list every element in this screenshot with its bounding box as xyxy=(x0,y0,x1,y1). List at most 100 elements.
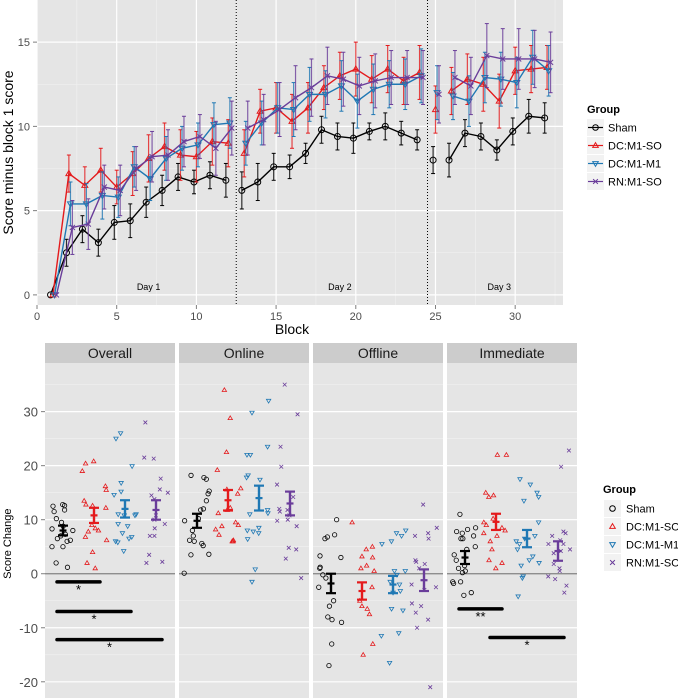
data-point xyxy=(203,476,209,482)
data-point xyxy=(550,533,555,539)
legend-key-marker xyxy=(609,505,616,512)
legend-key-marker xyxy=(591,161,600,168)
y-tick-label: 15 xyxy=(18,37,30,49)
data-point xyxy=(218,523,225,529)
mean-error-bar xyxy=(419,568,429,593)
data-point xyxy=(255,525,262,531)
data-point xyxy=(413,136,421,144)
data-point xyxy=(124,524,131,530)
data-point xyxy=(133,165,140,172)
data-point xyxy=(291,494,296,500)
data-point xyxy=(188,472,194,478)
data-point xyxy=(118,481,125,486)
data-point xyxy=(212,526,219,532)
data-point xyxy=(85,528,92,534)
data-point xyxy=(147,533,153,539)
facet-strip-label: Overall xyxy=(88,345,132,361)
data-point xyxy=(358,565,364,571)
data-point xyxy=(402,528,409,534)
mean-error-bar xyxy=(522,528,532,549)
day-label: Day 3 xyxy=(487,282,511,292)
data-point xyxy=(513,539,520,545)
data-point xyxy=(552,576,558,582)
data-point xyxy=(206,171,214,179)
facet-strip xyxy=(179,343,309,363)
data-point xyxy=(425,531,431,536)
data-point xyxy=(546,574,551,579)
data-point xyxy=(165,152,171,158)
data-point xyxy=(388,74,395,81)
data-point xyxy=(149,153,155,160)
data-point xyxy=(514,547,521,553)
data-point xyxy=(53,560,59,566)
data-point xyxy=(222,176,230,184)
data-point xyxy=(363,562,370,568)
data-point xyxy=(359,553,365,559)
data-point xyxy=(277,509,282,514)
facet-offline: Offline xyxy=(313,343,443,698)
significance-label: * xyxy=(76,582,81,597)
facet-immediate: Immediate xyxy=(447,343,577,698)
data-point xyxy=(420,502,426,507)
legend-label: Sham xyxy=(608,123,637,135)
data-point xyxy=(388,606,395,612)
mean-error-bar xyxy=(553,540,563,562)
data-point xyxy=(531,56,538,62)
data-point xyxy=(455,565,462,571)
y-tick-label: 30 xyxy=(24,405,38,420)
y-tick-label: 20 xyxy=(24,459,38,474)
group-rn-m1-so xyxy=(409,502,439,690)
data-point xyxy=(181,570,187,576)
data-point xyxy=(228,125,235,131)
group-rn-m1-so xyxy=(142,420,170,566)
legend-item-rn-m1-so: RN:M1-SO xyxy=(587,173,662,190)
significance-bracket: * xyxy=(55,637,164,655)
data-point xyxy=(472,525,479,531)
data-point xyxy=(461,592,467,598)
data-point xyxy=(398,534,405,539)
facet-background xyxy=(179,363,309,698)
data-point xyxy=(254,178,262,186)
data-point xyxy=(360,651,367,657)
data-point xyxy=(229,538,236,544)
data-point xyxy=(547,59,554,66)
faceted-scatter-panel: Overall Online Offline Immediate****** -20-… xyxy=(2,343,577,698)
data-point xyxy=(83,501,89,507)
facet-overall: Overall xyxy=(45,343,175,698)
data-point xyxy=(283,556,288,561)
data-point xyxy=(324,72,331,79)
legend-label: RN:M1-SO xyxy=(626,558,678,570)
x-axis-label: Block xyxy=(275,321,310,337)
data-point xyxy=(181,138,187,145)
group-dc-m1-m1 xyxy=(513,477,542,600)
significance-bracket: * xyxy=(55,609,133,627)
group-dc-m1-so xyxy=(212,386,244,544)
data-point xyxy=(535,520,542,526)
data-point xyxy=(458,536,464,542)
y-axis-label: Score minus block 1 score xyxy=(0,70,16,234)
data-point xyxy=(531,534,538,539)
facet-strip xyxy=(45,343,175,363)
data-point xyxy=(483,52,490,59)
facet-strip xyxy=(447,343,577,363)
data-point xyxy=(369,554,376,560)
data-point xyxy=(200,543,206,549)
mean-error-bar xyxy=(326,572,336,595)
data-point xyxy=(412,533,418,539)
significance-label: * xyxy=(524,637,529,652)
data-point xyxy=(260,116,267,123)
data-point xyxy=(451,552,457,558)
significance-label: * xyxy=(91,612,96,627)
data-point xyxy=(237,485,244,491)
data-point xyxy=(499,559,505,565)
mean-error-bar xyxy=(388,574,398,595)
data-point xyxy=(286,545,291,550)
data-point xyxy=(54,536,60,542)
data-point xyxy=(472,544,478,550)
data-point xyxy=(51,508,57,515)
error-bar xyxy=(431,146,436,175)
data-point xyxy=(144,560,149,566)
facet-strip-label: Online xyxy=(224,345,265,361)
data-point xyxy=(200,506,207,512)
data-point xyxy=(132,513,138,519)
